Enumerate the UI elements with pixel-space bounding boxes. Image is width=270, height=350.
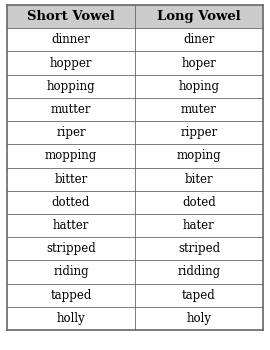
Text: Short Vowel: Short Vowel [27,10,115,23]
Bar [7,5,263,28]
Text: ridding: ridding [177,265,221,279]
Text: dotted: dotted [52,196,90,209]
Text: moping: moping [177,149,221,162]
Text: holy: holy [187,312,211,325]
Text: mopping: mopping [45,149,97,162]
Text: holly: holly [57,312,85,325]
Text: bitter: bitter [54,173,88,186]
Text: hopper: hopper [50,57,92,70]
Text: dinner: dinner [52,33,90,46]
Text: tapped: tapped [50,289,92,302]
Text: riper: riper [56,126,86,139]
Text: muter: muter [181,103,217,116]
Text: hater: hater [183,219,215,232]
Text: hatter: hatter [53,219,89,232]
Text: Long Vowel: Long Vowel [157,10,241,23]
Text: biter: biter [185,173,213,186]
Text: doted: doted [182,196,216,209]
Text: hopping: hopping [47,80,95,93]
Text: stripped: stripped [46,242,96,255]
Text: diner: diner [183,33,215,46]
Text: riding: riding [53,265,89,279]
Text: taped: taped [182,289,216,302]
Text: mutter: mutter [51,103,91,116]
Text: hoping: hoping [178,80,220,93]
Text: striped: striped [178,242,220,255]
Text: ripper: ripper [180,126,218,139]
Text: hoper: hoper [181,57,217,70]
